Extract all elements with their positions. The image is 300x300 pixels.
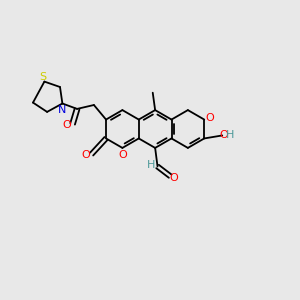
Text: O: O [62, 119, 71, 130]
Text: O: O [219, 130, 228, 140]
Text: S: S [39, 72, 46, 82]
Text: O: O [169, 173, 178, 183]
Text: H: H [147, 160, 156, 170]
Text: N: N [58, 105, 67, 115]
Text: O: O [205, 113, 214, 123]
Text: O: O [118, 149, 127, 160]
Text: H: H [226, 130, 234, 140]
Text: O: O [82, 150, 91, 160]
